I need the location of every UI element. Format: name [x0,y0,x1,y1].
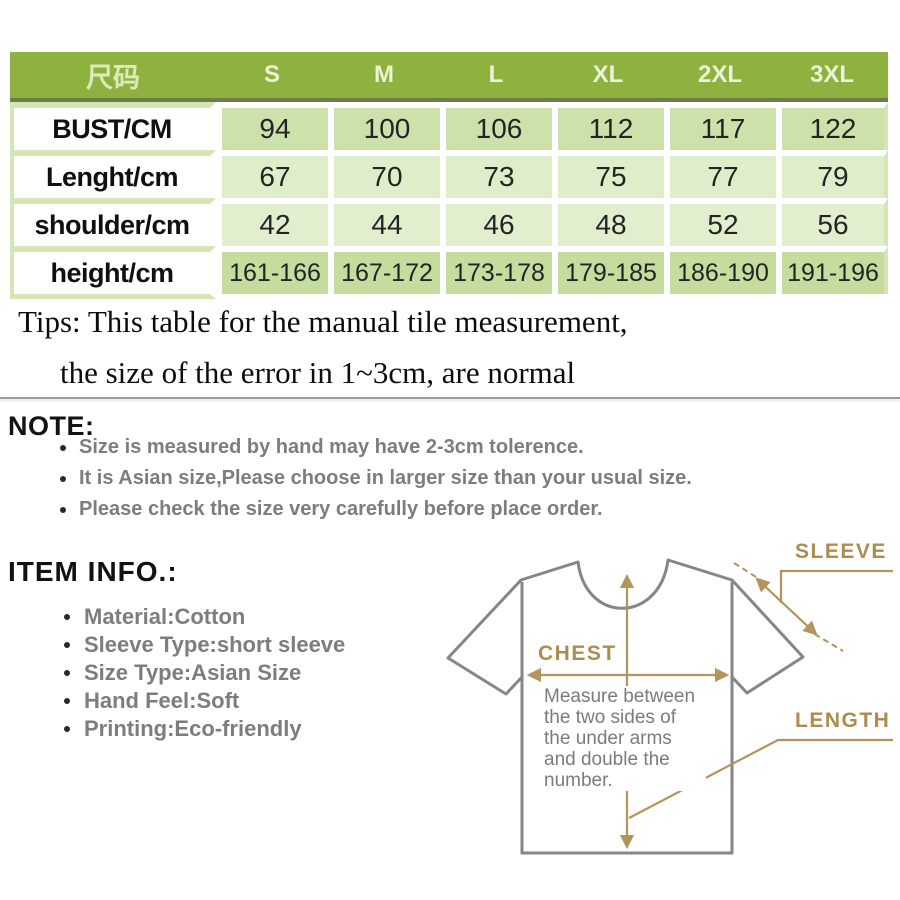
header-cell: 3XL [776,52,888,102]
measure-line: the under arms [544,728,672,749]
bullet-icon [64,641,70,648]
note-item-text: It is Asian size,Please choose in larger… [79,467,692,489]
list-item: Please check the size very carefully bef… [60,498,692,520]
sleeve-dash-top [733,562,765,583]
item-info-list: Material:Cotton Sleeve Type:short sleeve… [64,603,346,745]
sleeve-dash-bottom [805,628,844,652]
item-info-text: Sleeve Type:short sleeve [84,631,346,657]
data-cell: 186-190 [664,246,776,294]
data-cell: 79 [776,150,888,198]
list-item: Size is measured by hand may have 2-3cm … [60,436,692,458]
bullet-icon [64,669,70,676]
list-item: Material:Cotton [64,603,345,629]
measure-instruction: Measure between the two sides of the und… [544,686,706,791]
header-cell: L [440,52,552,102]
item-info-text: Hand Feel:Soft [84,687,240,713]
data-cell: 117 [664,102,776,150]
bullet-icon [64,613,70,620]
sleeve-arrow [755,577,818,636]
sleeve-label: SLEEVE [795,540,887,563]
chest-label: CHEST [538,642,617,665]
row-label: height/cm [10,246,216,299]
data-cell: 161-166 [216,246,328,294]
sleeve-connector-line [779,569,893,603]
data-cell: 179-185 [552,246,664,294]
note-item-text: Please check the size very carefully bef… [79,498,603,520]
data-cell: 122 [776,102,888,150]
list-item: Hand Feel:Soft [64,687,345,713]
header-cell: M [328,52,440,102]
list-item: Printing:Eco-friendly [64,715,345,741]
data-cell: 67 [216,150,328,198]
bullet-icon [64,725,70,732]
bullet-icon [60,475,66,482]
data-cell: 73 [440,150,552,198]
item-info-heading: ITEM INFO.: [8,556,178,587]
item-info-text: Size Type:Asian Size [84,659,302,685]
note-heading: NOTE: [8,411,95,441]
data-cell: 94 [216,102,328,150]
data-cell: 52 [664,198,776,246]
list-item: Size Type:Asian Size [64,659,345,685]
data-cell: 75 [552,150,664,198]
length-connector-line [628,738,893,819]
data-cell: 70 [328,150,440,198]
measure-line: the two sides of [544,707,677,728]
header-cell: XL [552,52,664,102]
data-cell: 191-196 [776,246,888,294]
bullet-icon [60,444,66,451]
data-cell: 173-178 [440,246,552,294]
data-cell: 56 [776,198,888,246]
tips-line-2: the size of the error in 1~3cm, are norm… [60,355,576,390]
data-cell: 77 [664,150,776,198]
measure-line: and double the [544,749,670,770]
data-cell: 167-172 [328,246,440,294]
bullet-icon [64,697,70,704]
tshirt-measurement-diagram: CHEST SLEEVE LENGTH Measure between the … [430,530,900,895]
bullet-icon [60,506,66,513]
row-label: shoulder/cm [10,198,216,246]
data-cell: 42 [216,198,328,246]
data-cell: 44 [328,198,440,246]
tips-line-1: Tips: This table for the manual tile mea… [18,304,628,339]
list-item: Sleeve Type:short sleeve [64,631,346,657]
data-cell: 106 [440,102,552,150]
row-label: Lenght/cm [10,150,216,198]
data-cell: 112 [552,102,664,150]
data-cell: 48 [552,198,664,246]
length-label: LENGTH [795,709,891,732]
header-cell: S [216,52,328,102]
header-cell-size-label: 尺码 [10,52,216,102]
item-info-text: Printing:Eco-friendly [84,715,302,741]
section-divider [0,397,900,399]
header-cell: 2XL [664,52,776,102]
data-cell: 46 [440,198,552,246]
item-info-text: Material:Cotton [84,603,246,629]
note-item-text: Size is measured by hand may have 2-3cm … [79,436,584,458]
list-item: It is Asian size,Please choose in larger… [60,467,692,489]
measure-line: Measure between [544,686,696,707]
row-label: BUST/CM [10,102,216,150]
note-list: Size is measured by hand may have 2-3cm … [60,436,692,530]
measure-line: number. [544,770,613,791]
size-table: 尺码 S M L XL 2XL 3XL BUST/CM 94 100 106 1… [10,52,888,299]
data-cell: 100 [328,102,440,150]
